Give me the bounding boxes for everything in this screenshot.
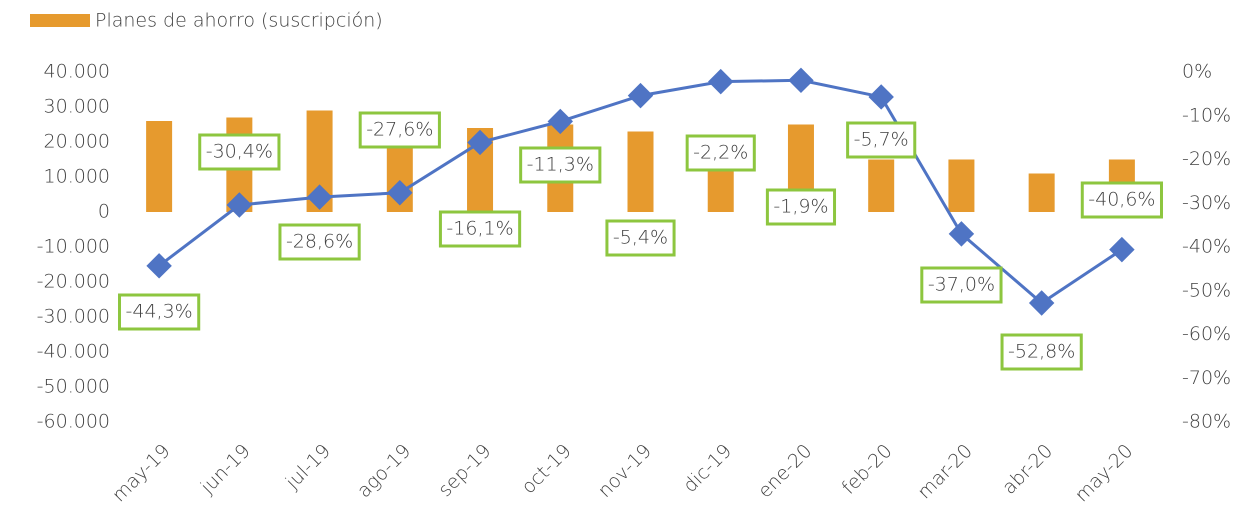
label-frame bbox=[920, 266, 1003, 304]
y2-tick-label: -30% bbox=[1182, 192, 1231, 214]
x-tick-label: oct-19 bbox=[517, 440, 575, 498]
y-tick-label: 40.000 bbox=[44, 61, 110, 83]
data-label: -11,3% bbox=[527, 154, 594, 176]
y2-tick-label: -10% bbox=[1182, 104, 1231, 126]
data-label: -5,4% bbox=[613, 227, 668, 249]
label-frame bbox=[1080, 181, 1163, 219]
marker bbox=[387, 180, 413, 206]
label-frame bbox=[846, 121, 917, 159]
y-tick-label: 10.000 bbox=[44, 166, 110, 188]
y2-tick-label: -60% bbox=[1182, 323, 1231, 345]
y2-tick-label: -20% bbox=[1182, 148, 1231, 170]
x-tick-label: may-19 bbox=[108, 440, 175, 507]
y2-tick-label: 0% bbox=[1182, 61, 1212, 83]
data-label: -1,9% bbox=[773, 196, 828, 218]
label-frame bbox=[198, 133, 281, 171]
x-tick-label: sep-19 bbox=[434, 440, 495, 501]
data-label: -52,8% bbox=[1008, 341, 1075, 363]
data-label: -27,6% bbox=[366, 119, 433, 141]
x-tick-label: feb-20 bbox=[838, 440, 897, 499]
marker bbox=[146, 253, 172, 279]
x-tick-label: may-20 bbox=[1071, 440, 1138, 507]
x-tick-label: jun-19 bbox=[196, 440, 255, 499]
bar bbox=[1028, 173, 1055, 212]
data-label: -28,6% bbox=[286, 231, 353, 253]
bar bbox=[627, 131, 654, 212]
y2-tick-label: -50% bbox=[1182, 279, 1231, 301]
marker bbox=[547, 108, 573, 135]
marker bbox=[788, 67, 814, 94]
data-label: -40,6% bbox=[1088, 189, 1155, 211]
x-tick-label: abr-20 bbox=[998, 440, 1057, 499]
bar bbox=[868, 159, 895, 212]
y2-tick-label: -70% bbox=[1182, 367, 1231, 389]
y2-tick-label: -80% bbox=[1182, 411, 1231, 433]
y-tick-label: -60.000 bbox=[37, 411, 110, 433]
bar bbox=[948, 159, 975, 212]
label-frame bbox=[605, 219, 676, 257]
data-label: -37,0% bbox=[928, 274, 995, 296]
y-tick-label: -20.000 bbox=[37, 271, 110, 293]
data-label: -2,2% bbox=[693, 142, 748, 164]
x-tick-label: jul-19 bbox=[281, 440, 335, 494]
y-tick-label: 0 bbox=[98, 201, 110, 223]
label-frame bbox=[358, 111, 441, 149]
x-tick-label: dic-19 bbox=[679, 440, 736, 497]
marker bbox=[1109, 236, 1135, 263]
x-tick-label: ago-19 bbox=[353, 440, 415, 502]
x-tick-label: nov-19 bbox=[594, 440, 656, 502]
marker bbox=[627, 82, 654, 109]
data-label: -44,3% bbox=[126, 301, 193, 323]
y2-tick-label: -40% bbox=[1182, 236, 1231, 258]
marker bbox=[948, 221, 975, 247]
marker bbox=[467, 129, 493, 156]
legend-swatch bbox=[30, 14, 90, 27]
label-frame bbox=[1000, 333, 1083, 371]
data-label: -5,7% bbox=[854, 129, 909, 151]
x-tick-label: ene-20 bbox=[754, 440, 817, 503]
y-tick-label: 30.000 bbox=[44, 96, 110, 118]
x-tick-label: mar-20 bbox=[913, 440, 976, 503]
bar bbox=[707, 170, 734, 212]
y-tick-label: -40.000 bbox=[37, 341, 110, 363]
data-label: -30,4% bbox=[206, 141, 273, 163]
data-label: -16,1% bbox=[446, 218, 513, 240]
label-frame bbox=[118, 293, 201, 331]
label-frame bbox=[519, 146, 602, 184]
y-tick-label: -10.000 bbox=[37, 236, 110, 258]
y-tick-label: -50.000 bbox=[37, 376, 110, 398]
y-tick-label: -30.000 bbox=[37, 306, 110, 328]
label-frame bbox=[438, 210, 522, 248]
marker bbox=[306, 184, 333, 210]
y-tick-label: 20.000 bbox=[44, 131, 110, 153]
marker bbox=[708, 68, 734, 95]
marker bbox=[868, 84, 894, 110]
legend-label: Planes de ahorro (suscripción) bbox=[95, 10, 383, 32]
label-frame bbox=[765, 188, 837, 226]
label-frame bbox=[278, 223, 361, 261]
bar bbox=[146, 121, 173, 212]
label-frame bbox=[685, 134, 756, 172]
